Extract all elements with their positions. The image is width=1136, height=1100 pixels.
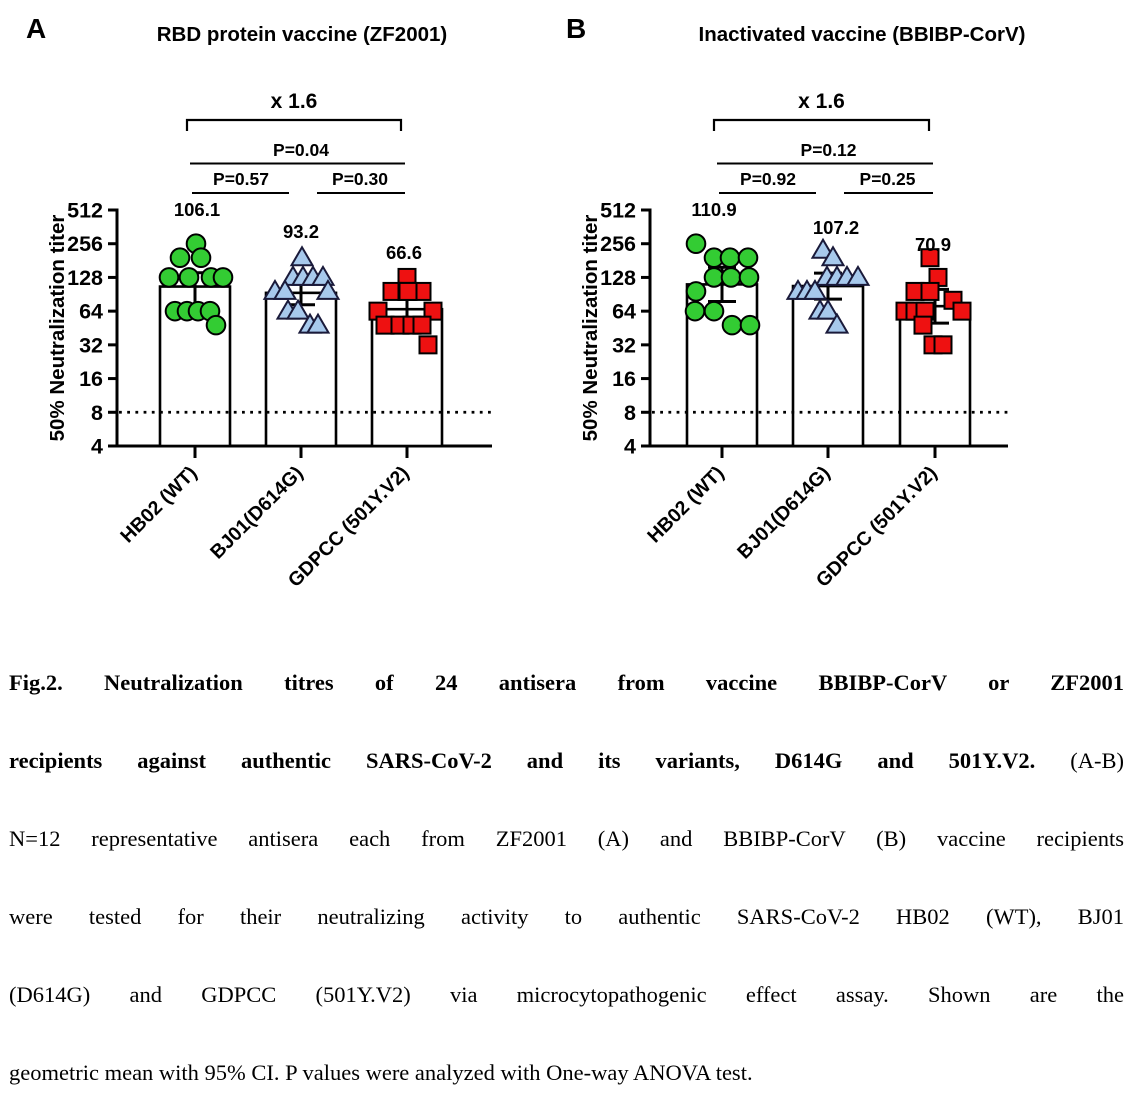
data-point bbox=[703, 267, 725, 288]
data-point bbox=[398, 281, 418, 301]
y-axis-title: 50% Neutralization titer bbox=[46, 215, 69, 442]
data-point bbox=[737, 247, 759, 269]
y-tick-label: 256 bbox=[600, 232, 636, 256]
data-point bbox=[913, 315, 933, 335]
caption-line: N=12 representative antisera each from Z… bbox=[9, 800, 1124, 878]
y-tick-label: 8 bbox=[91, 401, 103, 425]
data-point bbox=[684, 300, 706, 322]
x-category-label: HB02 (WT) bbox=[116, 462, 201, 547]
data-point bbox=[810, 237, 836, 259]
fold-change-bracket bbox=[185, 118, 403, 131]
y-tick-label: 512 bbox=[67, 199, 103, 223]
y-tick-label: 8 bbox=[624, 401, 636, 425]
data-point bbox=[212, 267, 234, 288]
y-axis-title: 50% Neutralization titer bbox=[579, 215, 602, 442]
mean-value-label: 110.9 bbox=[691, 199, 736, 220]
panel-title: RBD protein vaccine (ZF2001) bbox=[157, 23, 448, 46]
y-tick-label: 32 bbox=[79, 333, 103, 357]
mean-value-label: 70.9 bbox=[915, 234, 951, 255]
y-tick-label: 64 bbox=[612, 300, 636, 324]
data-point bbox=[305, 312, 331, 334]
panel-title: Inactivated vaccine (BBIBP-CorV) bbox=[699, 23, 1026, 46]
data-point bbox=[845, 264, 871, 286]
data-point bbox=[285, 298, 311, 320]
fold-change-bracket bbox=[712, 118, 931, 131]
panel-letter: A bbox=[26, 13, 46, 44]
x-category-label: GDPCC (501Y.V2) bbox=[812, 462, 942, 592]
p-value-left: P=0.92 bbox=[740, 169, 796, 189]
p-value-right: P=0.30 bbox=[332, 169, 388, 189]
y-tick-label: 512 bbox=[600, 199, 636, 223]
y-tick-label: 4 bbox=[624, 435, 636, 459]
caption-regular-text: N=12 representative antisera each from Z… bbox=[9, 826, 1124, 851]
data-point bbox=[802, 278, 828, 300]
y-tick-label: 128 bbox=[600, 266, 636, 290]
caption-regular-text: geometric mean with 95% CI. P values wer… bbox=[9, 1060, 753, 1085]
figure-caption: Fig.2. Neutralization titres of 24 antis… bbox=[9, 644, 1124, 1100]
caption-line: geometric mean with 95% CI. P values wer… bbox=[9, 1034, 1124, 1100]
data-point bbox=[920, 248, 940, 268]
caption-line: (D614G) and GDPCC (501Y.V2) via microcyt… bbox=[9, 956, 1124, 1034]
data-point bbox=[824, 312, 850, 334]
mean-bar bbox=[898, 304, 972, 448]
data-point bbox=[158, 267, 180, 288]
data-point bbox=[815, 298, 841, 320]
caption-regular-text: (A-B) bbox=[1035, 748, 1125, 773]
data-point bbox=[190, 247, 212, 269]
y-tick-label: 256 bbox=[67, 232, 103, 256]
data-point bbox=[685, 281, 707, 302]
y-tick-label: 128 bbox=[67, 266, 103, 290]
x-category-label: BJ01(D614G) bbox=[733, 462, 834, 563]
y-tick-label: 16 bbox=[612, 367, 636, 391]
mean-value-label: 107.2 bbox=[813, 217, 859, 238]
data-point bbox=[289, 245, 315, 267]
data-point bbox=[685, 233, 707, 255]
x-category-label: BJ01(D614G) bbox=[206, 462, 307, 563]
p-value-left: P=0.57 bbox=[213, 169, 269, 189]
y-tick-label: 64 bbox=[79, 300, 103, 324]
p-value-right: P=0.25 bbox=[860, 169, 916, 189]
x-category-label: HB02 (WT) bbox=[643, 462, 728, 547]
caption-line: Fig.2. Neutralization titres of 24 antis… bbox=[9, 644, 1124, 722]
data-point bbox=[272, 278, 298, 300]
panel-A: A RBD protein vaccine (ZF2001) x 1.6 P=0.04… bbox=[26, 13, 492, 592]
caption-line: were tested for their neutralizing activ… bbox=[9, 878, 1124, 956]
data-point bbox=[719, 247, 741, 269]
figure-panels-svg: A RBD protein vaccine (ZF2001) x 1.6 P=0.04… bbox=[26, 13, 1025, 592]
fold-change-label: x 1.6 bbox=[798, 90, 845, 113]
data-point bbox=[205, 314, 227, 336]
data-point bbox=[739, 314, 761, 336]
data-point bbox=[952, 301, 972, 321]
mean-value-label: 66.6 bbox=[386, 242, 422, 263]
mean-value-label: 93.2 bbox=[283, 221, 319, 242]
data-point bbox=[178, 267, 200, 288]
data-point bbox=[169, 247, 191, 269]
mean-value-label: 106.1 bbox=[174, 199, 220, 220]
data-point bbox=[933, 335, 953, 355]
fold-change-label: x 1.6 bbox=[271, 90, 318, 113]
data-point bbox=[412, 315, 432, 335]
y-tick-label: 4 bbox=[91, 435, 103, 459]
y-tick-label: 32 bbox=[612, 333, 636, 357]
data-point bbox=[721, 314, 743, 336]
caption-bold-text: Fig.2. Neutralization titres of 24 antis… bbox=[9, 670, 1124, 695]
data-point bbox=[820, 245, 846, 267]
caption-line: recipients against authentic SARS-CoV-2 … bbox=[9, 722, 1124, 800]
data-point bbox=[738, 267, 760, 288]
caption-regular-text: (D614G) and GDPCC (501Y.V2) via microcyt… bbox=[9, 982, 1124, 1007]
data-point bbox=[418, 335, 438, 355]
p-value-overall: P=0.12 bbox=[801, 140, 857, 160]
data-point bbox=[920, 281, 940, 301]
caption-bold-text: recipients against authentic SARS-CoV-2 … bbox=[9, 748, 1036, 773]
p-value-overall: P=0.04 bbox=[273, 140, 329, 160]
panel-B: B Inactivated vaccine (BBIBP-CorV) x 1.6 P=… bbox=[566, 13, 1025, 592]
data-point bbox=[423, 301, 443, 321]
data-point bbox=[703, 300, 725, 322]
panel-letter: B bbox=[566, 13, 586, 44]
y-tick-label: 16 bbox=[79, 367, 103, 391]
data-point bbox=[315, 278, 341, 300]
data-point bbox=[720, 267, 742, 288]
caption-regular-text: were tested for their neutralizing activ… bbox=[9, 904, 1124, 929]
